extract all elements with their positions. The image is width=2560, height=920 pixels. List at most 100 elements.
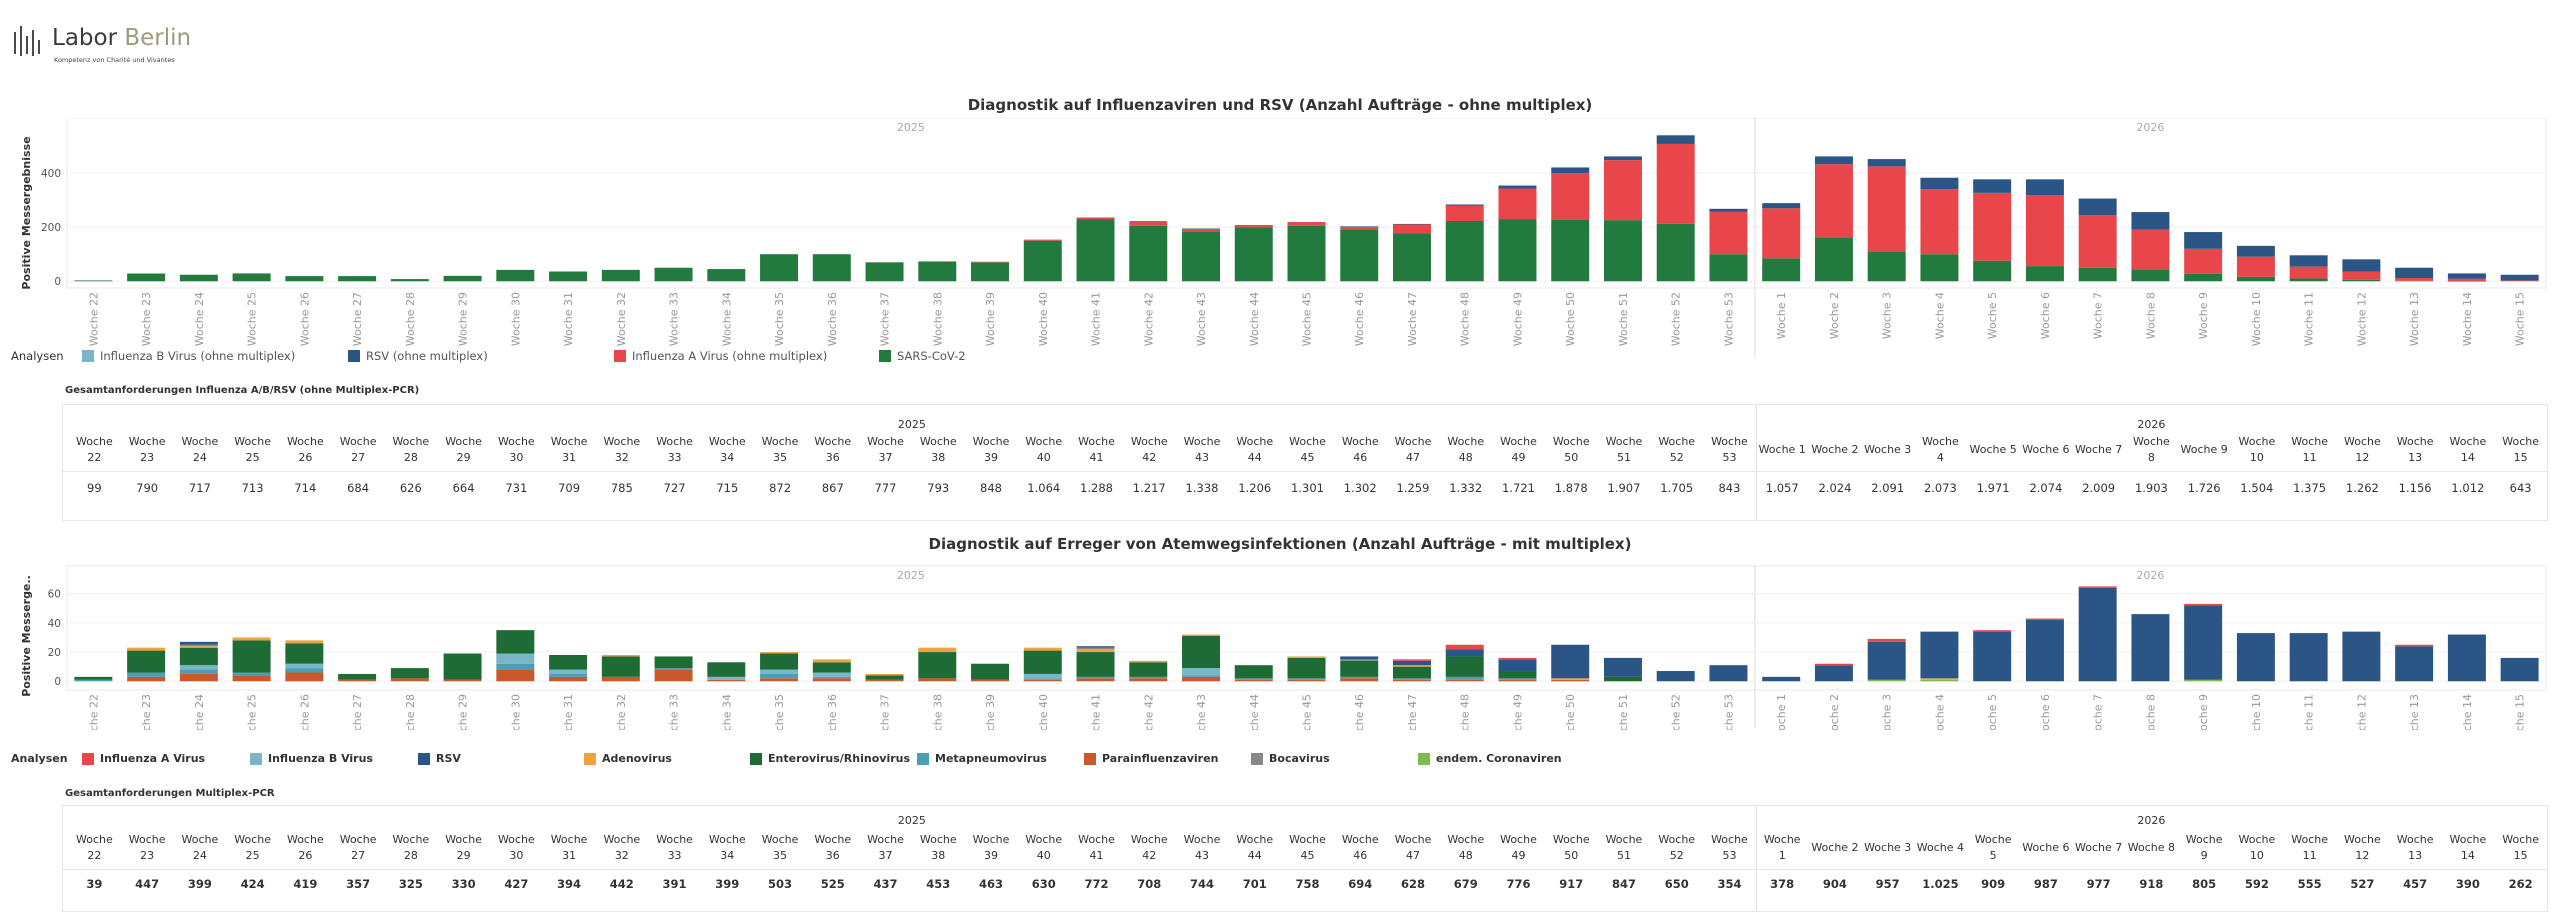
bar-adenovirus bbox=[1129, 660, 1168, 663]
bar-influenza-b-virus bbox=[549, 669, 588, 674]
x-tick-label: Woche 23 bbox=[140, 292, 153, 346]
x-tick-label: Woche 1 bbox=[1775, 694, 1788, 730]
year-divider bbox=[1755, 405, 1757, 520]
week-header: Woche 26 bbox=[286, 833, 324, 862]
logo-tagline: Kompetenz von Charité und Vivantes bbox=[54, 56, 175, 64]
bar-influenza-a-virus-ohne-multiplex- bbox=[1920, 189, 1959, 255]
week-header: Woche 10 bbox=[2238, 435, 2276, 464]
week-header: Woche 49 bbox=[1500, 833, 1537, 862]
x-tick-label: Woche 39 bbox=[984, 292, 997, 346]
table-value: 555 bbox=[2297, 877, 2322, 891]
table-value: 2.009 bbox=[2082, 481, 2116, 495]
labor-berlin-logo[interactable]: Labor Berlin Kompetenz von Charité und V… bbox=[14, 24, 214, 70]
bar-metapneumovirus bbox=[1498, 678, 1537, 680]
bar-rsv bbox=[1973, 631, 2012, 682]
table-value: 1.057 bbox=[1765, 481, 1799, 495]
table-value: 1.025 bbox=[1922, 877, 1959, 891]
bar-influenza-a-virus-ohne-multiplex- bbox=[2184, 248, 2223, 274]
bar-enterovirus-rhinovirus bbox=[707, 662, 746, 677]
y-tick-label: 20 bbox=[48, 647, 61, 659]
x-tick-label: Woche 31 bbox=[562, 292, 575, 346]
x-tick-label: Woche 50 bbox=[1564, 292, 1577, 346]
table-value: 1.878 bbox=[1554, 481, 1588, 495]
week-header: Woche 33 bbox=[656, 435, 693, 464]
x-tick-label: Woche 37 bbox=[879, 694, 892, 730]
bar-parainfluenzaviren bbox=[1076, 678, 1115, 682]
bar-sars-cov-2 bbox=[1182, 231, 1220, 282]
week-header: Woche 4 bbox=[1922, 435, 1959, 464]
table-value: 1.012 bbox=[2451, 481, 2485, 495]
x-tick-label: Woche 7 bbox=[2092, 292, 2105, 339]
bar-influenza-a-virus-ohne-multiplex- bbox=[1023, 239, 1062, 241]
table-value: 2.091 bbox=[1871, 481, 1905, 495]
legend-label: Metapneumovirus bbox=[935, 752, 1047, 765]
x-tick-label: Woche 4 bbox=[1933, 694, 1946, 730]
x-tick-label: Woche 25 bbox=[246, 694, 259, 730]
x-tick-label: Woche 5 bbox=[1986, 694, 1999, 730]
bar-parainfluenzaviren bbox=[601, 676, 640, 682]
x-tick-label: Woche 25 bbox=[246, 292, 259, 346]
table-value: 262 bbox=[2508, 877, 2533, 891]
bar-influenza-a-virus-ohne-multiplex- bbox=[1867, 166, 1906, 252]
table-value: 2.073 bbox=[1923, 481, 1957, 495]
bar-parainfluenzaviren bbox=[1498, 679, 1537, 682]
bar-enterovirus-rhinovirus bbox=[1340, 660, 1379, 677]
x-tick-label: Woche 1 bbox=[1775, 292, 1788, 339]
table-value: 394 bbox=[557, 877, 582, 891]
x-tick-label: Woche 10 bbox=[2250, 694, 2263, 730]
bar-rsv-ohne-multiplex- bbox=[1973, 179, 2012, 193]
bar-influenza-a-virus bbox=[1498, 657, 1537, 660]
bar-rsv-ohne-multiplex- bbox=[1445, 204, 1484, 206]
bar-influenza-b-virus bbox=[1023, 673, 1062, 679]
plot-frame bbox=[66, 565, 2547, 691]
x-tick-label: Woche 52 bbox=[1670, 292, 1683, 346]
week-header: Woche 28 bbox=[392, 833, 430, 862]
bar-sars-cov-2 bbox=[1709, 254, 1748, 282]
week-header: Woche 51 bbox=[1605, 833, 1643, 862]
year-label-2026: 2026 bbox=[2136, 569, 2164, 582]
x-tick-label: Woche 6 bbox=[2039, 292, 2052, 339]
table-value: 354 bbox=[1717, 877, 1742, 891]
table-value: 727 bbox=[663, 481, 686, 495]
bar-adenovirus bbox=[127, 647, 166, 651]
bar-sars-cov-2 bbox=[1076, 219, 1115, 282]
bar-rsv-ohne-multiplex- bbox=[2025, 179, 2064, 196]
table-value: 419 bbox=[293, 877, 318, 891]
bar-parainfluenzaviren bbox=[549, 676, 588, 682]
bar-rsv bbox=[2131, 614, 2170, 682]
week-header: Woche 12 bbox=[2344, 435, 2381, 464]
legend-swatch bbox=[1084, 753, 1096, 765]
bar-enterovirus-rhinovirus bbox=[443, 653, 482, 680]
bar-rsv bbox=[1920, 631, 1959, 679]
bar-sars-cov-2 bbox=[2395, 280, 2434, 282]
bar-influenza-a-virus bbox=[2078, 586, 2117, 588]
x-tick-label: Woche 32 bbox=[615, 292, 628, 346]
chart1-title: Diagnostik auf Influenzaviren und RSV (A… bbox=[967, 96, 1593, 114]
bar-influenza-a-virus-ohne-multiplex- bbox=[1814, 164, 1853, 238]
bar-rsv-ohne-multiplex- bbox=[1551, 167, 1590, 174]
week-header: Woche 6 bbox=[2022, 841, 2070, 854]
week-header: Woche 24 bbox=[181, 833, 219, 862]
bar-parainfluenzaviren bbox=[1234, 679, 1273, 682]
bar-rsv-ohne-multiplex- bbox=[1762, 203, 1801, 209]
table-value: 626 bbox=[399, 481, 422, 495]
bar-sars-cov-2 bbox=[74, 280, 113, 282]
x-tick-label: Woche 22 bbox=[87, 292, 100, 346]
year-label: 2026 bbox=[2137, 418, 2166, 431]
week-header: Woche 34 bbox=[708, 435, 746, 464]
legend-label: Influenza A Virus bbox=[100, 752, 206, 765]
x-tick-label: Woche 52 bbox=[1670, 694, 1683, 730]
bar-parainfluenzaviren bbox=[760, 678, 799, 682]
x-tick-label: Woche 45 bbox=[1301, 694, 1314, 730]
bar-metapneumovirus bbox=[1076, 676, 1115, 679]
table-value: 777 bbox=[874, 481, 897, 495]
bar-influenza-a-virus-ohne-multiplex- bbox=[1551, 173, 1590, 220]
x-tick-label: Woche 2 bbox=[1828, 694, 1841, 730]
x-tick-label: Woche 43 bbox=[1195, 694, 1208, 730]
week-header: Woche 25 bbox=[234, 435, 271, 464]
bar-influenza-b-virus bbox=[707, 676, 746, 680]
week-header: Woche 1 bbox=[1763, 833, 1801, 862]
week-header: Woche 5 bbox=[1969, 443, 2017, 456]
bar-rsv bbox=[1603, 657, 1642, 677]
x-tick-label: Woche 34 bbox=[720, 292, 733, 346]
